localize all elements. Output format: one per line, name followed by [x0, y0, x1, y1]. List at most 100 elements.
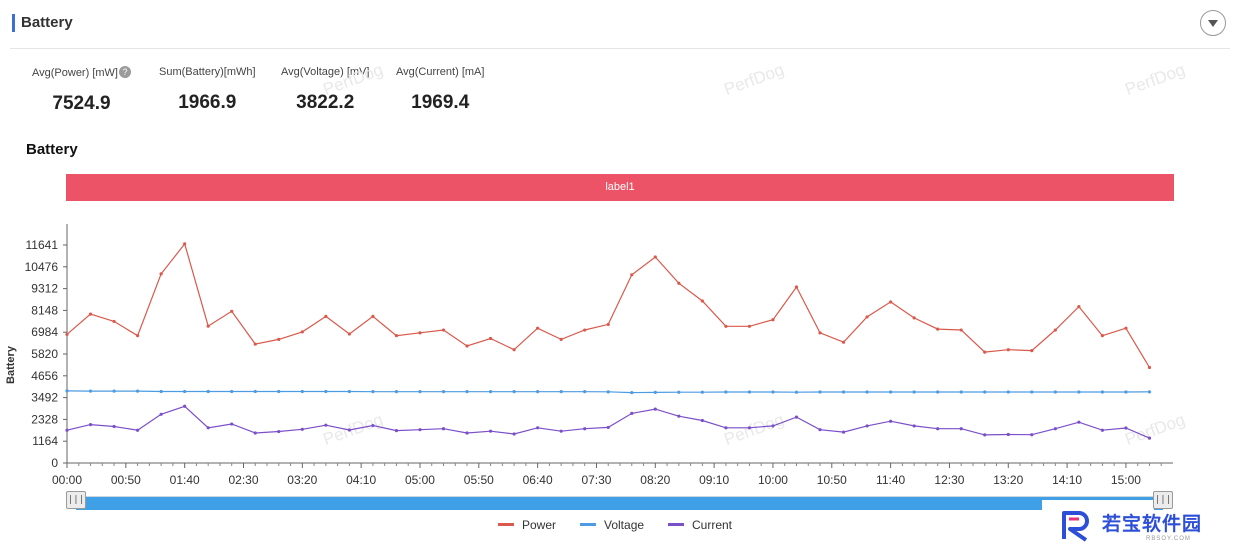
- series-line-power[interactable]: [66, 242, 1151, 368]
- data-point-current[interactable]: [936, 427, 940, 431]
- data-point-voltage[interactable]: [135, 389, 140, 393]
- zoom-slider-left-handle[interactable]: |||: [66, 491, 86, 509]
- data-point-current[interactable]: [536, 426, 540, 430]
- data-point-current[interactable]: [1147, 436, 1152, 440]
- data-point-power[interactable]: [1147, 365, 1152, 370]
- data-point-voltage[interactable]: [653, 390, 657, 394]
- data-point-current[interactable]: [889, 419, 893, 423]
- data-point-current[interactable]: [206, 426, 210, 430]
- data-point-voltage[interactable]: [159, 389, 163, 394]
- zoom-slider-right-handle[interactable]: |||: [1153, 491, 1173, 509]
- data-point-power[interactable]: [818, 331, 822, 335]
- data-point-power[interactable]: [1124, 326, 1128, 330]
- data-point-current[interactable]: [253, 431, 257, 435]
- data-point-current[interactable]: [1053, 427, 1057, 431]
- data-point-current[interactable]: [841, 430, 846, 434]
- data-point-power[interactable]: [183, 242, 187, 246]
- data-point-power[interactable]: [1030, 349, 1034, 353]
- data-point-voltage[interactable]: [865, 390, 869, 394]
- data-point-power[interactable]: [1077, 305, 1081, 309]
- data-point-voltage[interactable]: [1006, 390, 1010, 394]
- data-point-current[interactable]: [865, 424, 869, 428]
- data-point-power[interactable]: [559, 337, 563, 342]
- data-point-power[interactable]: [653, 255, 657, 259]
- data-point-voltage[interactable]: [512, 390, 516, 394]
- data-point-voltage[interactable]: [1124, 390, 1128, 394]
- data-point-current[interactable]: [653, 407, 657, 411]
- data-point-power[interactable]: [841, 340, 846, 344]
- data-point-current[interactable]: [1006, 432, 1010, 437]
- data-point-voltage[interactable]: [936, 390, 940, 394]
- data-point-voltage[interactable]: [536, 390, 540, 394]
- data-point-current[interactable]: [1124, 426, 1128, 430]
- data-point-power[interactable]: [418, 331, 422, 335]
- data-point-power[interactable]: [253, 342, 257, 346]
- legend-item-current[interactable]: Current: [668, 518, 732, 532]
- data-point-voltage[interactable]: [371, 390, 375, 394]
- data-point-voltage[interactable]: [1077, 390, 1081, 394]
- data-point-voltage[interactable]: [347, 389, 351, 394]
- data-point-power[interactable]: [230, 309, 234, 313]
- data-point-voltage[interactable]: [1147, 390, 1152, 394]
- data-point-current[interactable]: [677, 414, 681, 418]
- help-icon[interactable]: ?: [118, 66, 131, 78]
- data-point-voltage[interactable]: [747, 390, 752, 394]
- data-point-voltage[interactable]: [794, 390, 799, 394]
- data-point-current[interactable]: [371, 423, 375, 428]
- data-point-voltage[interactable]: [841, 390, 846, 394]
- data-point-voltage[interactable]: [818, 390, 822, 394]
- zoom-slider-track[interactable]: [76, 496, 1163, 510]
- data-point-power[interactable]: [371, 314, 375, 318]
- data-point-current[interactable]: [1100, 428, 1105, 432]
- data-point-power[interactable]: [677, 281, 681, 285]
- data-point-current[interactable]: [630, 411, 634, 415]
- data-point-voltage[interactable]: [1053, 390, 1057, 394]
- data-point-current[interactable]: [747, 426, 752, 430]
- series-line-current[interactable]: [66, 405, 1150, 439]
- data-point-power[interactable]: [889, 300, 893, 304]
- data-point-current[interactable]: [159, 412, 163, 416]
- data-point-voltage[interactable]: [677, 390, 681, 394]
- data-point-power[interactable]: [324, 314, 328, 318]
- data-point-voltage[interactable]: [1030, 390, 1034, 394]
- data-point-current[interactable]: [277, 429, 281, 434]
- data-point-power[interactable]: [606, 322, 610, 327]
- data-point-power[interactable]: [347, 332, 351, 336]
- data-point-voltage[interactable]: [277, 389, 281, 394]
- data-point-power[interactable]: [1053, 328, 1057, 332]
- data-point-current[interactable]: [88, 423, 93, 427]
- data-point-voltage[interactable]: [630, 390, 634, 395]
- data-point-voltage[interactable]: [771, 390, 775, 394]
- data-point-current[interactable]: [700, 418, 704, 423]
- data-point-current[interactable]: [441, 427, 446, 431]
- data-point-power[interactable]: [630, 273, 634, 277]
- data-point-power[interactable]: [112, 319, 116, 324]
- data-point-power[interactable]: [206, 324, 210, 328]
- data-point-current[interactable]: [347, 428, 351, 432]
- data-point-current[interactable]: [300, 427, 304, 431]
- data-point-voltage[interactable]: [912, 390, 916, 394]
- data-point-voltage[interactable]: [183, 389, 187, 394]
- label-band[interactable]: label1: [66, 174, 1174, 201]
- data-point-current[interactable]: [324, 423, 328, 427]
- data-point-voltage[interactable]: [112, 389, 116, 393]
- data-point-power[interactable]: [771, 318, 775, 322]
- data-point-current[interactable]: [112, 424, 116, 429]
- data-point-voltage[interactable]: [959, 390, 963, 394]
- legend-item-power[interactable]: Power: [498, 518, 556, 532]
- data-point-current[interactable]: [818, 428, 822, 432]
- data-point-current[interactable]: [418, 428, 422, 432]
- data-point-voltage[interactable]: [1100, 390, 1105, 394]
- data-point-current[interactable]: [1030, 433, 1034, 437]
- data-point-power[interactable]: [159, 272, 163, 276]
- data-point-current[interactable]: [724, 426, 728, 430]
- data-point-power[interactable]: [65, 332, 69, 336]
- data-point-power[interactable]: [488, 336, 493, 341]
- data-point-power[interactable]: [794, 285, 799, 289]
- data-point-current[interactable]: [606, 425, 610, 430]
- data-point-power[interactable]: [700, 299, 704, 303]
- data-point-current[interactable]: [983, 433, 987, 437]
- data-point-voltage[interactable]: [889, 390, 893, 394]
- data-point-voltage[interactable]: [394, 390, 399, 394]
- data-point-current[interactable]: [771, 424, 775, 428]
